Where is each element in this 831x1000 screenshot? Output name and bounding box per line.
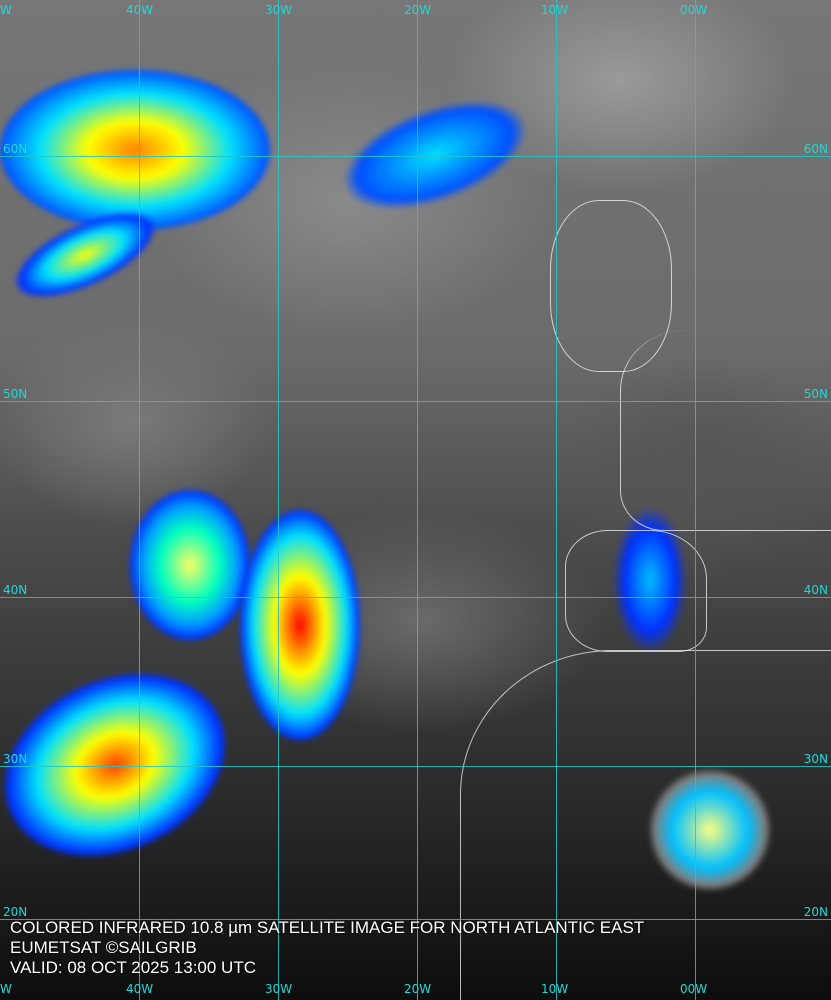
bottom-label: 30W <box>265 982 293 996</box>
left-label: 50N <box>3 387 28 401</box>
right-label: 30N <box>803 752 828 766</box>
parallel-20n <box>0 919 831 920</box>
top-label: 30W <box>265 3 293 17</box>
meridian-00w <box>695 0 696 1000</box>
left-label: 40N <box>3 583 28 597</box>
right-label: 50N <box>803 387 828 401</box>
cloud-south <box>0 639 256 891</box>
meridian-30w <box>278 0 279 1000</box>
caption-source: EUMETSAT ©SAILGRIB <box>10 938 197 957</box>
meridian-40w <box>139 0 140 1000</box>
left-label: 20N <box>3 905 28 919</box>
parallel-30n <box>0 766 831 767</box>
top-label: 40W <box>126 3 154 17</box>
top-label: W <box>0 3 12 17</box>
right-label: 40N <box>803 583 828 597</box>
caption-valid-time: VALID: 08 OCT 2025 13:00 UTC <box>10 958 256 977</box>
meridian-20w <box>417 0 418 1000</box>
right-label: 60N <box>803 142 828 156</box>
top-label: 00W <box>680 3 708 17</box>
coastline-europe <box>620 330 831 531</box>
cloud-greenland <box>0 70 270 230</box>
cloud-storm <box>130 490 250 640</box>
cloud-band <box>330 80 540 230</box>
top-label: 20W <box>404 3 432 17</box>
bottom-label: 10W <box>541 982 569 996</box>
left-label: 30N <box>3 752 28 766</box>
bottom-label: W <box>0 982 12 996</box>
cloud-front <box>240 510 360 740</box>
parallel-60n <box>0 156 831 157</box>
left-label: 60N <box>3 142 28 156</box>
top-label: 10W <box>541 3 569 17</box>
parallel-40n <box>0 597 831 598</box>
meridian-10w <box>556 0 557 1000</box>
coastline-iberia <box>565 530 707 652</box>
coastline-british-isles <box>550 200 672 372</box>
right-label: 20N <box>803 905 828 919</box>
caption-title: COLORED INFRARED 10.8 µm SATELLITE IMAGE… <box>10 918 645 937</box>
parallel-50n <box>0 401 831 402</box>
bottom-label: 20W <box>404 982 432 996</box>
bottom-label: 00W <box>680 982 708 996</box>
bottom-label: 40W <box>126 982 154 996</box>
coastline-africa <box>460 650 831 1000</box>
